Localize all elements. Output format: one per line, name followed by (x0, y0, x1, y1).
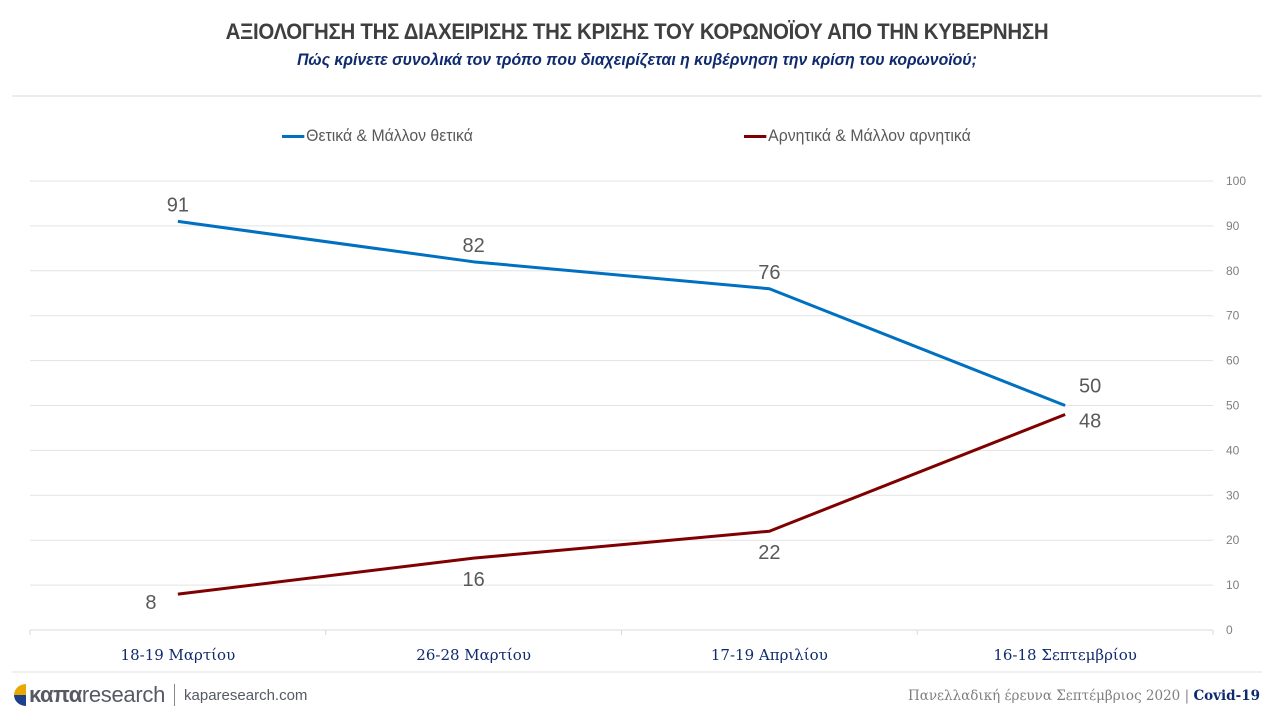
data-label: 22 (758, 542, 780, 564)
y-axis-ticks: 0 10 20 30 40 50 60 70 80 90 100 (1226, 174, 1246, 637)
logo-separator (174, 684, 176, 706)
survey-name: Πανελλαδική έρευνα Σεπτέμβριος 2020 (907, 688, 1181, 704)
x-category-label: 18-19 Μαρτίου (121, 646, 236, 664)
data-label: 91 (167, 194, 189, 216)
footer-survey-info: Πανελλαδική έρευνα Σεπτέμβριος 2020 | Co… (908, 688, 1260, 704)
y-tick-label-80: 80 (1226, 264, 1240, 278)
logo-mark-icon (14, 684, 26, 706)
x-category-label: 17-19 Απριλίου (711, 646, 828, 664)
logo-brand-text: καπα (29, 682, 82, 707)
legend-label-negative: Αρνητικά & Μάλλον αρνητικά (768, 126, 971, 145)
y-tick-label-60: 60 (1226, 354, 1240, 368)
data-label: 50 (1079, 376, 1101, 398)
y-tick-label-20: 20 (1226, 533, 1240, 547)
data-label: 76 (758, 262, 780, 284)
data-label: 8 (145, 592, 156, 614)
x-category-label: 26-28 Μαρτίου (416, 646, 531, 664)
data-label: 16 (463, 569, 485, 591)
data-label: 48 (1079, 410, 1101, 432)
y-tick-label-50: 50 (1226, 399, 1240, 413)
gridlines (30, 180, 1213, 631)
y-tick-label-90: 90 (1226, 219, 1240, 233)
y-tick-label-100: 100 (1226, 174, 1246, 188)
footer-separator: | (1184, 688, 1190, 704)
data-label: 82 (463, 235, 485, 257)
y-tick-label-10: 10 (1226, 578, 1240, 592)
logo-research-text: research (81, 682, 166, 707)
footer-divider (12, 671, 1262, 673)
x-category-label: 16-18 Σεπτεμβρίου (993, 646, 1137, 664)
y-tick-label-0: 0 (1226, 623, 1233, 637)
legend-swatch-negative (744, 134, 767, 138)
chart-title: ΑΞΙΟΛΟΓΗΣΗ ΤΗΣ ΔΙΑΧΕΙΡΙΣΗΣ ΤΗΣ ΚΡΙΣΗΣ ΤΟ… (225, 19, 1049, 44)
legend-swatch-positive (282, 134, 305, 138)
chart-subtitle: Πώς κρίνετε συνολικά τον τρόπο που διαχε… (297, 50, 977, 69)
y-tick-label-70: 70 (1226, 309, 1240, 323)
legend-item-positive: Θετικά & Μάλλον θετικά (282, 126, 473, 146)
series-line-positive (177, 219, 1066, 407)
series-lines (177, 219, 1066, 596)
legend-label-positive: Θετικά & Μάλλον θετικά (306, 126, 473, 145)
kapa-research-logo: καπα research kaparesearch.com (14, 682, 307, 708)
x-axis: 18-19 Μαρτίου 26-28 Μαρτίου 17-19 Απριλίου… (29, 630, 1214, 664)
legend-item-negative: Αρνητικά & Μάλλον αρνητικά (744, 126, 971, 146)
data-labels: 91 82 76 50 8 16 22 48 (145, 194, 1101, 614)
y-tick-label-40: 40 (1226, 443, 1240, 457)
survey-tag: Covid-19 (1193, 688, 1260, 704)
header-divider (12, 95, 1262, 97)
y-tick-label-30: 30 (1226, 488, 1240, 502)
series-line-negative (177, 413, 1066, 596)
website-link[interactable]: kaparesearch.com (184, 686, 308, 704)
